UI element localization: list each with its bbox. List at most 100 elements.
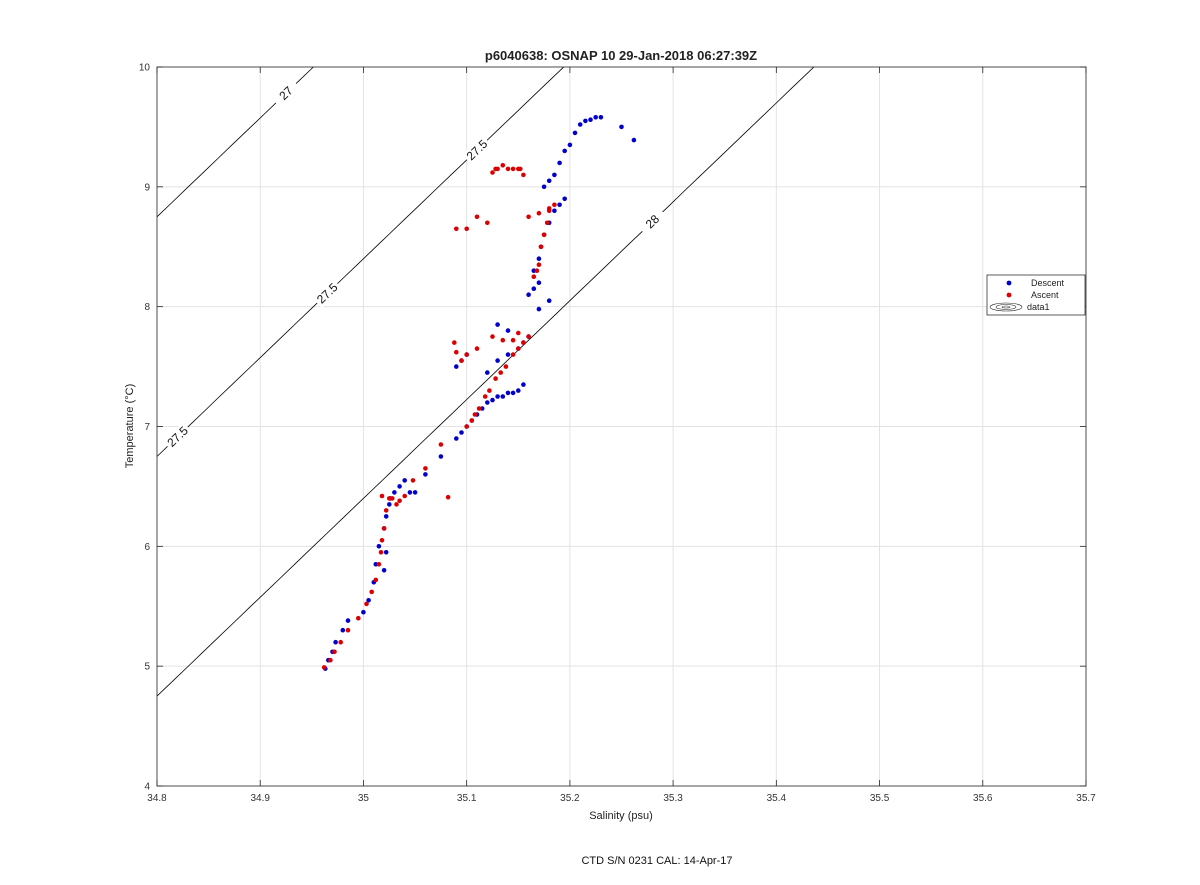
descent-point [598, 115, 604, 120]
descent-point [490, 397, 495, 403]
ascent-point [482, 394, 488, 399]
ascent-point [490, 334, 495, 339]
descent-point [536, 280, 542, 286]
ascent-point [378, 550, 384, 555]
descent-point [572, 130, 578, 136]
ascent-point [452, 340, 457, 345]
descent-point [505, 390, 511, 396]
descent-point [505, 328, 511, 333]
contour-label-bg [462, 135, 492, 165]
ascent-point [379, 538, 385, 543]
x-tick-label: 35.6 [973, 793, 993, 804]
x-tick-label: 34.9 [250, 793, 270, 804]
descent-point [536, 306, 542, 312]
ascent-point [552, 202, 557, 208]
x-tick-label: 35.3 [663, 793, 683, 804]
descent-point [485, 400, 490, 405]
ctd-calibration-footer: CTD S/N 0231 CAL: 14-Apr-17 [581, 855, 732, 867]
descent-point [333, 639, 338, 645]
ascent-point [516, 346, 521, 351]
descent-point [454, 364, 459, 369]
ascent-point [521, 340, 526, 345]
ascent-point [376, 562, 382, 567]
axis-ticks: 34.8 34.9 35 35.1 35.2 35.3 35.4 35.5 35.6 35.7 4 5… [139, 63, 1096, 805]
descent-point [531, 286, 537, 292]
descent-point [505, 352, 511, 357]
descent-point [536, 256, 542, 262]
ascent-point [538, 244, 544, 250]
chart-title: p6040638: OSNAP 10 29-Jan-2018 06:27:39Z [485, 48, 757, 63]
y-tick-label: 5 [144, 662, 150, 673]
descent-point [361, 609, 366, 615]
descent-point [495, 358, 500, 363]
ascent-point [345, 627, 351, 633]
ascent-point [498, 370, 504, 375]
descent-point [407, 490, 413, 495]
descent-point [588, 117, 593, 122]
y-tick-label: 7 [144, 422, 150, 433]
ascent-point [356, 615, 361, 621]
legend-ascent-label: Ascent [1031, 290, 1059, 300]
legend-box [986, 274, 1086, 316]
descent-point [557, 160, 562, 166]
ascent-point [503, 364, 509, 369]
ascent-point [464, 352, 470, 357]
descent-point [552, 208, 557, 214]
ascent-point [390, 496, 395, 501]
ascent-point [500, 163, 506, 168]
legend-contour-icon [989, 302, 1023, 312]
ascent-point [438, 442, 444, 447]
descent-point [485, 370, 490, 375]
ascent-point [464, 424, 470, 429]
legend: Descent Ascent data1 [986, 274, 1086, 316]
x-tick-label: 35 [358, 793, 370, 804]
legend-descent-marker [1006, 280, 1012, 286]
descent-point [577, 122, 583, 127]
descent-point [459, 430, 464, 435]
x-tick-label: 35.5 [870, 793, 890, 804]
descent-point [583, 118, 588, 124]
descent-point [397, 484, 402, 489]
grid-lines [156, 66, 1087, 787]
ascent-point [394, 502, 399, 507]
contour-label-bg [312, 278, 343, 309]
ascent-point [510, 166, 516, 172]
ascent-point [526, 214, 531, 220]
descent-point [412, 490, 418, 495]
descent-point [562, 196, 567, 202]
descent-point [521, 382, 526, 387]
y-tick-label: 10 [139, 63, 151, 74]
ascent-point [454, 226, 459, 232]
ascent-point [534, 268, 540, 274]
descent-point [340, 627, 346, 633]
ascent-point [397, 498, 402, 504]
ascent-point [469, 418, 475, 423]
ascent-point [487, 388, 492, 393]
descent-point [402, 478, 408, 483]
ascent-point [423, 466, 428, 471]
x-tick-label: 35.4 [767, 793, 787, 804]
ascent-point [510, 352, 516, 357]
ascent-point [536, 210, 542, 216]
descent-point [500, 394, 506, 399]
descent-point [516, 388, 521, 393]
descent-point [387, 502, 392, 507]
descent-point [552, 172, 557, 178]
ascent-point [373, 577, 379, 583]
descent-point [619, 124, 624, 130]
ascent-point [493, 376, 498, 381]
ascent-point [531, 274, 537, 280]
descent-point [383, 550, 389, 555]
ascent-point [536, 262, 542, 268]
x-tick-label: 35.1 [457, 793, 477, 804]
descent-point [495, 394, 500, 399]
descent-point [567, 142, 573, 148]
legend-ascent-marker [1006, 292, 1012, 298]
ascent-point [379, 493, 385, 499]
ascent-point [332, 649, 337, 655]
descent-point [345, 618, 351, 623]
ascent-point [546, 206, 552, 211]
descent-point [510, 390, 516, 396]
ascent-point [381, 526, 387, 531]
